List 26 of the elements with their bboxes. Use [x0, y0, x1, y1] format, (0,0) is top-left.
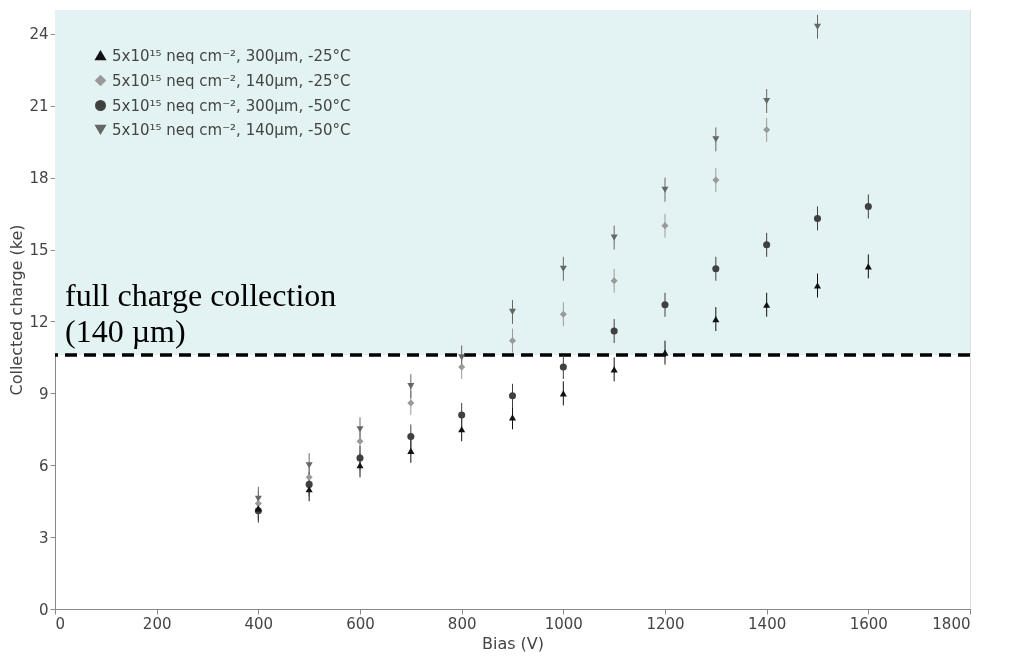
x-tick-label: 1000	[544, 614, 583, 633]
y-tick-label: 9	[38, 384, 49, 403]
y-tick-label: 6	[38, 456, 49, 475]
legend-label: 5x10¹⁵ neq cm⁻², 140μm, -50°C	[112, 120, 351, 139]
ref-line-label: full charge collection (140 µm)	[65, 277, 337, 350]
x-tick-label: 600	[346, 614, 375, 633]
y-tick-label: 15	[29, 241, 49, 260]
y-tick-label: 21	[29, 97, 49, 116]
y-tick-label: 24	[29, 25, 49, 44]
x-tick-label: 800	[447, 614, 477, 633]
legend-label: 5x10¹⁵ neq cm⁻², 300μm, -25°C	[112, 46, 351, 65]
x-axis-title: Bias (V)	[481, 633, 545, 653]
legend-label: 5x10¹⁵ neq cm⁻², 300μm, -50°C	[112, 96, 351, 115]
y-tick-label: 3	[38, 528, 49, 547]
x-tick-label: 1400	[748, 614, 787, 633]
x-tick-label: 200	[142, 614, 172, 633]
y-tick-label: 0	[38, 600, 49, 619]
y-tick-label: 12	[29, 312, 49, 331]
y-axis-title: Collected charge (ke)	[7, 224, 27, 396]
x-tick-label: 0	[55, 614, 66, 633]
legend-label: 5x10¹⁵ neq cm⁻², 140μm, -25°C	[112, 71, 351, 90]
x-tick-label: 1800	[932, 614, 971, 633]
x-tick-label: 400	[244, 614, 274, 633]
x-tick-label: 1600	[849, 614, 888, 633]
y-tick-label: 18	[29, 169, 49, 188]
x-tick-label: 1200	[646, 614, 685, 633]
